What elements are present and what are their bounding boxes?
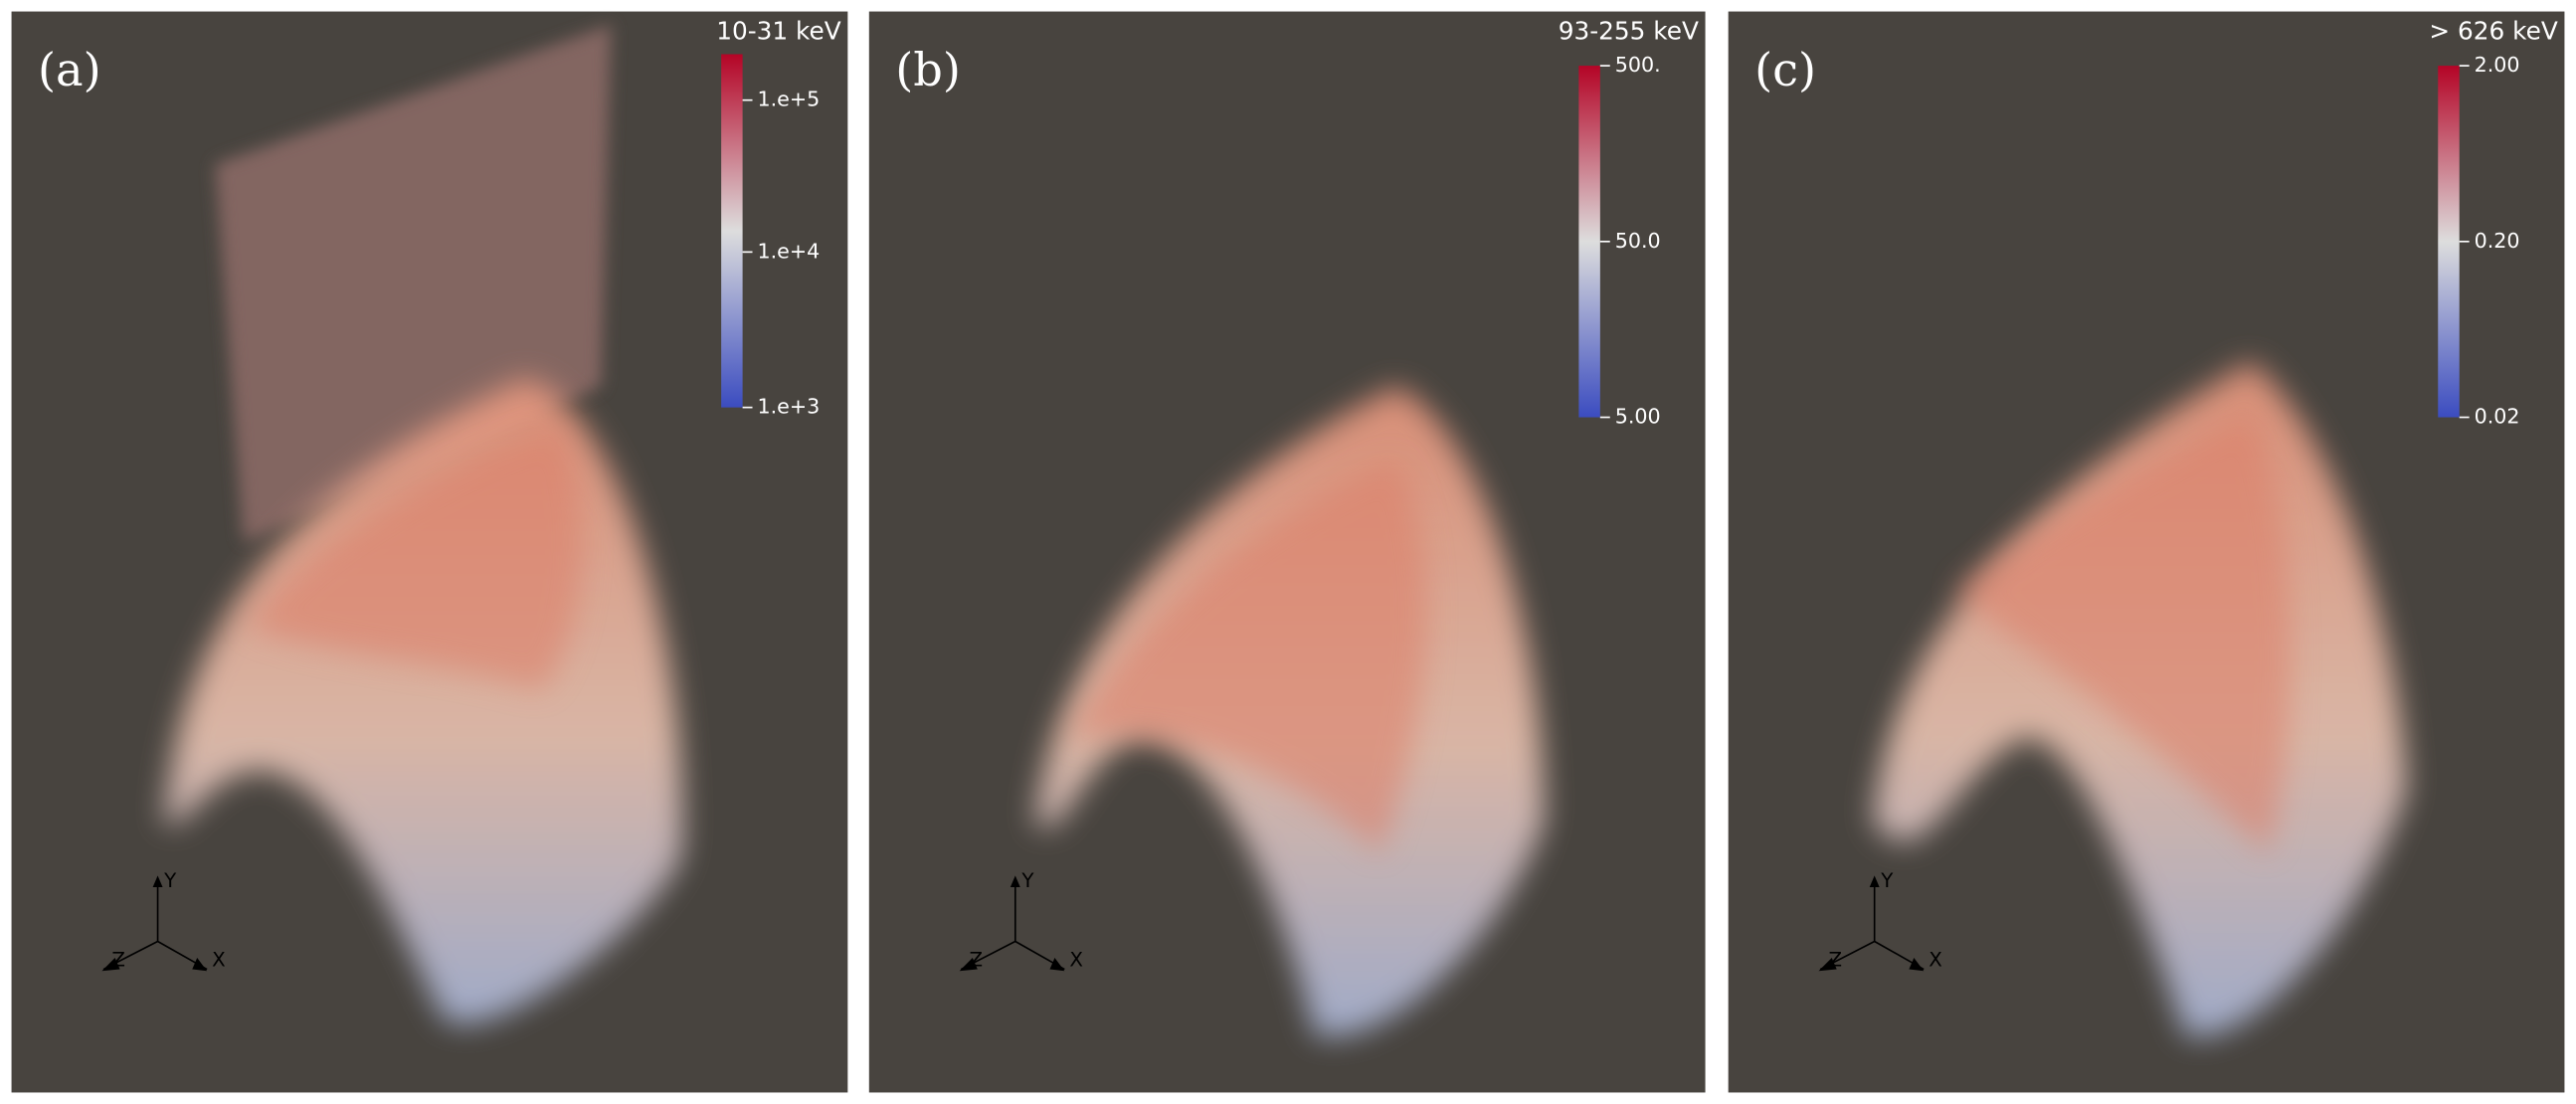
colorbar	[2438, 66, 2460, 418]
arrow	[1010, 875, 1020, 887]
panel-label: (a)	[38, 43, 101, 96]
arrow	[1049, 957, 1065, 972]
panel: (c) > 626 keV 2.00 0.20 0.02 X Y Z	[1728, 11, 2565, 1093]
colorbar-tick-label: 2.00	[2475, 53, 2520, 77]
axis-label: Y	[163, 869, 177, 892]
axis-label: Y	[1880, 869, 1894, 892]
axis-label: Z	[111, 948, 125, 971]
axis-label: Z	[970, 948, 984, 971]
colorbar	[721, 54, 743, 408]
axis-label: X	[212, 948, 226, 971]
colorbar-tick-label: 1.e+4	[757, 239, 820, 263]
volume-core	[1067, 460, 1426, 854]
colorbar-title: 10-31 keV	[716, 17, 841, 46]
panel: (b) 93-255 keV 500. 50.0 5.00 X Y Z	[868, 11, 1706, 1093]
colorbar-tick-label: 500.	[1615, 53, 1661, 77]
volume-core	[1954, 410, 2291, 854]
arrow	[1818, 957, 1837, 972]
colorbar-tick-label: 1.e+3	[757, 395, 820, 419]
panel-label: (c)	[1754, 43, 1816, 96]
colorbar-tick-label: 0.02	[2475, 405, 2520, 429]
colorbar-title: 93-255 keV	[1559, 17, 1699, 46]
axis-label: Z	[1828, 948, 1842, 971]
colorbar	[1578, 66, 1600, 418]
axis-label: X	[1069, 948, 1083, 971]
arrow	[1869, 875, 1880, 887]
arrow	[192, 957, 208, 972]
axis-label: Y	[1020, 869, 1034, 892]
arrow	[1909, 957, 1925, 972]
colorbar-tick-label: 1.e+5	[757, 88, 820, 111]
arrow	[959, 957, 978, 972]
colorbar-title: > 626 keV	[2429, 17, 2557, 46]
colorbar-tick-label: 5.00	[1615, 405, 1661, 429]
colorbar-tick-label: 50.0	[1615, 229, 1661, 253]
arrow	[152, 875, 163, 887]
panel: (a) 10-31 keV 1.e+5 1.e+4 1.e+3 X Y Z	[11, 11, 848, 1093]
colorbar-tick-label: 0.20	[2475, 229, 2520, 253]
arrow	[101, 957, 120, 972]
panel-label: (b)	[895, 43, 961, 96]
axis-label: X	[1929, 948, 1942, 971]
volume-core	[246, 427, 582, 690]
